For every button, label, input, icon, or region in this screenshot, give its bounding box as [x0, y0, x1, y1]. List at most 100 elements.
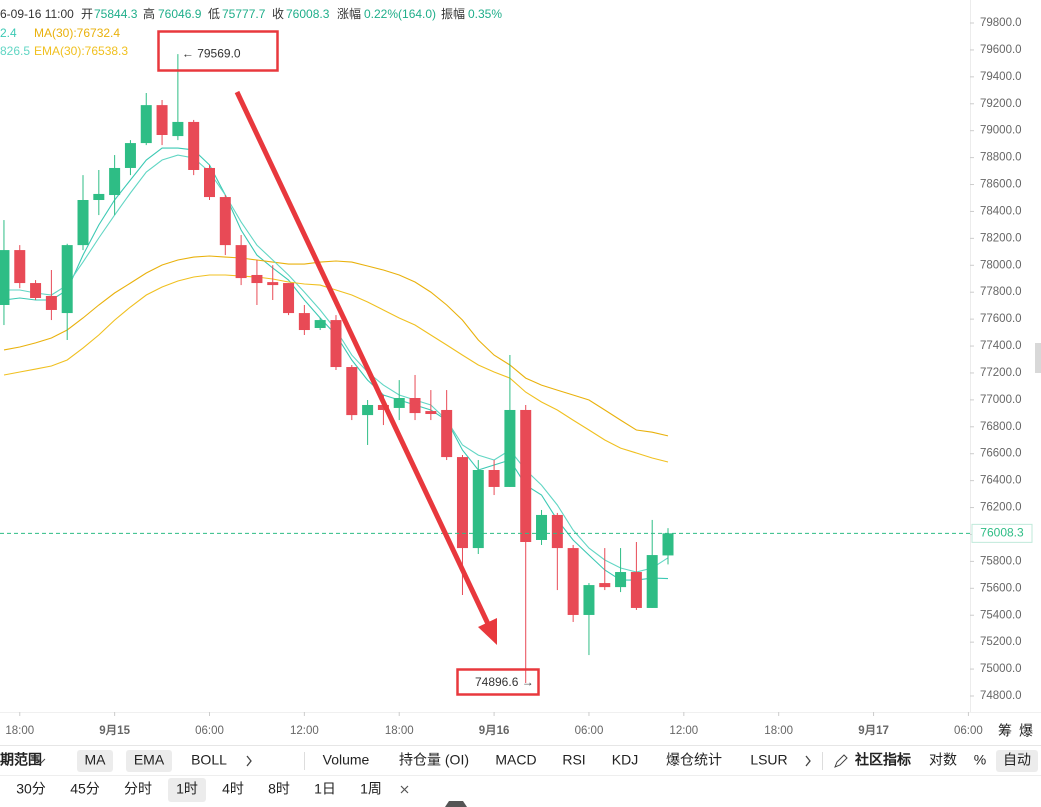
- candle-body: [456, 457, 468, 549]
- y-tick-label: 76200.0: [980, 502, 1022, 514]
- toolbar-item[interactable]: RSI: [562, 752, 585, 768]
- legend-entry: 826.5: [0, 44, 30, 58]
- header-label: 振幅: [441, 6, 465, 21]
- x-tick-label: 18:00: [5, 725, 34, 737]
- toolbar-item[interactable]: 自动: [1003, 752, 1031, 768]
- edit-icon[interactable]: [834, 754, 848, 768]
- interval-item[interactable]: 1日: [314, 781, 336, 797]
- toolbar-item[interactable]: 对数: [929, 752, 957, 768]
- interval-item[interactable]: 8时: [268, 781, 290, 797]
- x-tick-label: 12:00: [290, 725, 319, 737]
- candle-body: [140, 105, 152, 144]
- trend-arrow-head: [478, 618, 497, 645]
- x-tick-label: 06:00: [575, 725, 604, 737]
- axis-button[interactable]: 爆: [1019, 723, 1033, 739]
- candle-body: [219, 197, 231, 246]
- indicator-line: [3, 274, 669, 463]
- candle-body: [488, 470, 500, 487]
- candle-body: [393, 397, 405, 408]
- toolbar-item[interactable]: 爆仓统计: [666, 752, 722, 768]
- y-tick-label: 78400.0: [980, 205, 1022, 217]
- candle-body: [615, 572, 627, 588]
- y-tick-label: 75600.0: [980, 582, 1022, 594]
- x-tick-label: 18:00: [385, 725, 414, 737]
- y-tick-label: 79400.0: [980, 71, 1022, 83]
- dropdown-icon[interactable]: [36, 758, 46, 764]
- toolbar-item[interactable]: LSUR: [750, 752, 787, 768]
- highlight-box: [456, 668, 540, 696]
- y-tick-label: 77600.0: [980, 313, 1022, 325]
- candle-body: [425, 411, 437, 415]
- plot: [0, 54, 970, 683]
- candle-body: [124, 143, 136, 168]
- legend-entry: EMA(30):76538.3: [34, 44, 128, 58]
- y-tick-label: 77800.0: [980, 286, 1022, 298]
- header-value: 76046.9: [158, 7, 202, 21]
- candle-body: [109, 167, 121, 196]
- toolbar-item[interactable]: MA: [85, 752, 107, 768]
- interval-item[interactable]: 1周: [360, 781, 382, 797]
- active-bg: [996, 750, 1038, 772]
- y-tick-label: 75000.0: [980, 663, 1022, 675]
- side-handle[interactable]: [1035, 343, 1041, 373]
- candle-body: [61, 245, 73, 314]
- candle-body: [30, 283, 42, 298]
- toolbar-item[interactable]: 社区指标: [854, 752, 911, 768]
- header-time: 6-09-16 11:00: [0, 7, 74, 21]
- axis-button[interactable]: 筹: [998, 723, 1012, 739]
- candle-body: [504, 409, 516, 487]
- candle-body: [0, 250, 10, 305]
- toolbar-item[interactable]: MACD: [495, 752, 536, 768]
- toolbar-item[interactable]: BOLL: [191, 752, 227, 768]
- x-tick-label: 12:00: [669, 725, 698, 737]
- price-tag-label: 76008.3: [980, 526, 1024, 540]
- candle-body: [551, 514, 563, 549]
- x-tick-label: 9月16: [479, 724, 510, 737]
- y-tick-label: 75400.0: [980, 609, 1022, 621]
- candle-body: [45, 295, 57, 310]
- highlight-box: [157, 30, 279, 72]
- y-tick-label: 76600.0: [980, 448, 1022, 460]
- more-icon[interactable]: [805, 755, 811, 767]
- indicator-line: [3, 255, 669, 437]
- header-label: 开: [81, 7, 93, 21]
- active-bg: [126, 750, 172, 772]
- candle-body: [362, 404, 374, 416]
- x-tick-label: 06:00: [954, 725, 983, 737]
- interval-item[interactable]: 分时: [124, 781, 152, 797]
- y-tick-label: 79800.0: [980, 17, 1022, 29]
- toolbar-item[interactable]: Volume: [323, 752, 370, 768]
- panel-tab[interactable]: [445, 801, 467, 807]
- header-label: 高: [143, 6, 155, 21]
- more-icon[interactable]: [246, 755, 252, 767]
- y-tick-label: 78200.0: [980, 232, 1022, 244]
- candle-body: [172, 121, 184, 137]
- y-tick-label: 79000.0: [980, 125, 1022, 137]
- extreme-label: ← 79569.0: [182, 46, 241, 60]
- header-label: 涨幅: [337, 6, 361, 21]
- interval-item[interactable]: 30分: [16, 781, 46, 797]
- toolbar-item[interactable]: %: [974, 752, 986, 768]
- toolbar-item[interactable]: 期范围: [0, 752, 42, 768]
- y-tick-label: 79600.0: [980, 44, 1022, 56]
- header-label: 收: [272, 7, 284, 21]
- legend-entry: 2.4: [0, 26, 17, 40]
- y-tick-label: 75200.0: [980, 636, 1022, 648]
- x-tick-label: 9月15: [99, 724, 130, 737]
- x-tick-label: 18:00: [764, 725, 793, 737]
- candle-body: [346, 367, 358, 416]
- interval-item[interactable]: 45分: [70, 781, 100, 797]
- interval-item[interactable]: 1时: [176, 781, 198, 797]
- toolbar-item[interactable]: EMA: [134, 752, 165, 768]
- close-icon[interactable]: [400, 785, 409, 794]
- toolbar-item[interactable]: 持仓量 (OI): [399, 752, 469, 768]
- y-tick-label: 78800.0: [980, 152, 1022, 164]
- y-tick-label: 74800.0: [980, 690, 1022, 702]
- candle-body: [330, 320, 342, 368]
- y-tick-label: 76400.0: [980, 475, 1022, 487]
- toolbar-item[interactable]: KDJ: [612, 752, 638, 768]
- candle-body: [267, 282, 279, 286]
- interval-item[interactable]: 4时: [222, 781, 244, 797]
- y-tick-label: 77400.0: [980, 340, 1022, 352]
